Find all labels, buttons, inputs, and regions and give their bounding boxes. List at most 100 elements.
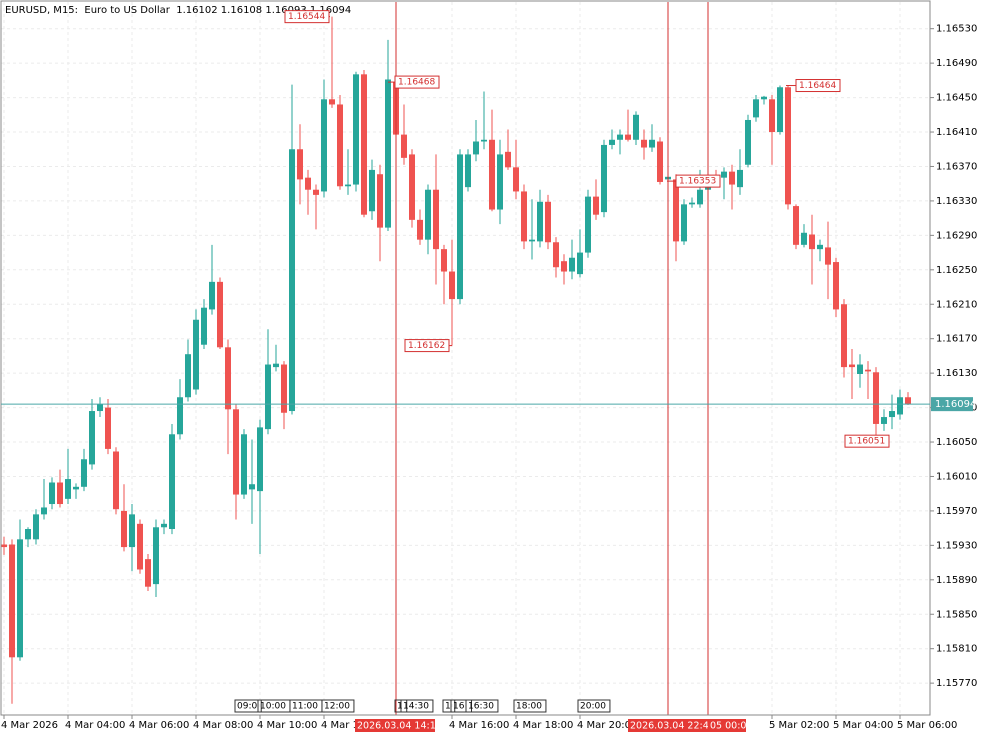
candle-body [849, 364, 855, 368]
candle-body [785, 87, 791, 205]
x-tick-label: 4 Mar 1 [321, 720, 359, 731]
candle-body [473, 141, 479, 155]
x-tick-label: 5 Mar 02:00 [769, 720, 829, 731]
candle-body [649, 139, 655, 148]
candle-body [441, 249, 447, 272]
candle-body [241, 434, 247, 495]
price-mark-label: 1.16162 [408, 341, 445, 351]
x-tick-label: 4 Mar 08:00 [193, 720, 253, 731]
plot [1, 2, 911, 715]
y-tick-label: 1.16450 [936, 93, 977, 104]
candle-body [353, 74, 359, 185]
candle-body [513, 167, 519, 192]
candle-body [337, 104, 343, 187]
candle-body [377, 174, 383, 228]
candle-body [161, 523, 167, 528]
candle-body [345, 184, 351, 187]
plot-border [0, 0, 931, 716]
y-tick-label: 1.16290 [936, 230, 977, 241]
candle-body [281, 364, 287, 413]
candle-body [185, 354, 191, 398]
candle-body [577, 252, 583, 275]
candle-body [1, 544, 7, 548]
candle-body [121, 510, 127, 548]
y-tick-label: 1.16050 [936, 437, 977, 448]
candle-body [657, 141, 663, 182]
candle-body [89, 411, 95, 465]
candle-body [801, 232, 807, 245]
candle-body [249, 484, 255, 490]
y-tick-label: 1.16130 [936, 368, 977, 379]
candle-body [9, 544, 15, 658]
candle-body [137, 523, 143, 570]
candle-body [857, 364, 863, 374]
candle-body [305, 177, 311, 190]
candle-body [641, 139, 647, 148]
candle-body [521, 191, 527, 242]
candle-body [465, 154, 471, 188]
overlay: 1.16530 1.16490 1.16450 1.16410 1.16370 1.163… [1, 10, 977, 732]
y-tick-label: 1.15850 [936, 609, 977, 620]
candle-body [905, 397, 911, 405]
candle-body [761, 96, 767, 100]
candle-body [569, 257, 575, 272]
x-tick-label: 5 Mar 04:00 [833, 720, 893, 731]
candle-body [273, 363, 279, 368]
candle-body [233, 409, 239, 495]
candle-body [321, 99, 327, 192]
y-tick-label: 1.16530 [936, 24, 977, 35]
candle-body [881, 417, 887, 424]
x-tick-label: 4 Mar 18:00 [513, 720, 573, 731]
price-mark-box [795, 79, 841, 93]
candle-body [889, 411, 895, 418]
y-tick-label: 1.16490 [936, 58, 977, 69]
candle-body [769, 99, 775, 133]
candle-body [561, 261, 567, 272]
x-tick-label: 5 Mar 06:00 [897, 720, 957, 731]
time-mark-label: 16:30 [468, 702, 494, 712]
candle-body [529, 239, 535, 242]
candle-body [41, 507, 47, 515]
y-tick-label: 1.16010 [936, 471, 977, 482]
candle-body [313, 189, 319, 195]
candle-body [633, 114, 639, 140]
time-mark-label: 18:00 [516, 702, 542, 712]
y-tick-label: 1.16370 [936, 161, 977, 172]
time-mark-box [321, 699, 355, 713]
time-mark-label: 20:00 [580, 702, 606, 712]
chart-title: EURUSD, M15: Euro to US Dollar 1.16102 1… [5, 5, 351, 16]
time-mark-label: 09:0 [237, 702, 257, 712]
candle-body [745, 119, 751, 165]
candle-body [721, 171, 727, 178]
price-mark-box [844, 434, 890, 448]
candle-body [369, 169, 375, 212]
candle-body [617, 134, 623, 140]
candle-body [865, 369, 871, 372]
candle-body [585, 196, 591, 253]
candle-body [793, 206, 799, 245]
y-tick-label: 1.15890 [936, 575, 977, 586]
price-mark-box [394, 75, 440, 89]
candle-body [609, 139, 615, 145]
candle-body [97, 404, 103, 412]
price-mark-label: 1.16051 [848, 437, 885, 447]
time-mark-label: 10:00 [260, 702, 286, 712]
candle-body [841, 304, 847, 368]
time-mark-label: 11:00 [292, 702, 318, 712]
candle-body [153, 527, 159, 585]
candle-body [777, 87, 783, 133]
candle-body [417, 219, 423, 240]
candle-body [401, 134, 407, 158]
x-tick-label: 4 Mar 10:00 [257, 720, 317, 731]
candle-body [897, 397, 903, 415]
cursor-label-box [628, 719, 708, 732]
y-tick-label: 1.16330 [936, 196, 977, 207]
y-tick-label: 1.15970 [936, 506, 977, 517]
cursor-label: 2026.03.04 14:15 [357, 721, 442, 732]
candle-body [601, 144, 607, 213]
price-mark-label: 1.16353 [679, 177, 716, 187]
x-tick-label: 4 Mar 04:00 [65, 720, 125, 731]
candle-body [49, 482, 55, 505]
